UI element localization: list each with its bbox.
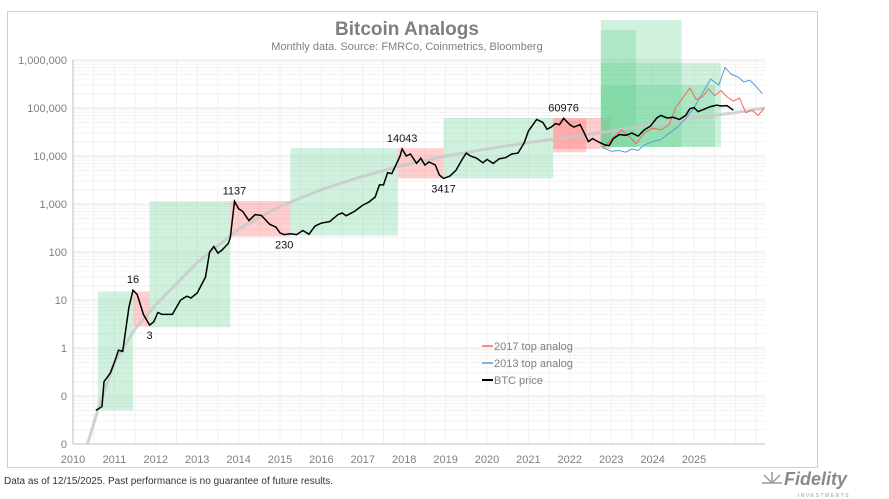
series-line-2013-top-analog [602,66,763,153]
y-tick-label: 100,000 [27,103,67,115]
chart-subtitle: Monthly data. Source: FMRCo, Coinmetrics… [271,41,542,53]
cycle-boxes [97,20,721,411]
series-lines [95,66,765,412]
annotation-label: 1137 [223,185,247,197]
annotation-label: 3417 [431,183,455,195]
y-tick-label: 10,000 [33,151,67,163]
annotations: 16 3 1137 230 14043 3417 60976 [127,102,579,342]
x-tick-label: 2019 [433,454,457,466]
legend-label: BTC price [494,375,543,387]
bull-cycle-box [600,62,721,147]
y-tick-label: 10 [55,295,67,307]
series-line-btc-price [95,104,734,412]
x-tick-label: 2020 [475,454,499,466]
x-tick-label: 2011 [103,454,127,466]
annotation-label: 16 [127,274,139,286]
legend-label: 2013 top analog [494,358,573,370]
annotation-label: 14043 [387,133,418,145]
x-tick-label: 2016 [309,454,333,466]
logo-starburst-icon [762,472,782,484]
logo-subtext: INVESTMENTS [798,493,850,499]
x-tick-label: 2018 [392,454,416,466]
x-tick-label: 2023 [599,454,623,466]
fidelity-logo: Fidelity INVESTMENTS [762,469,850,499]
footer-disclaimer: Data as of 12/15/2025. Past performance … [4,476,334,487]
x-tick-label: 2025 [682,454,706,466]
logo-wordmark: Fidelity [784,469,848,489]
annotation-label: 60976 [548,102,579,114]
legend: 2017 top analog 2013 top analog BTC price [482,341,573,387]
bull-cycle-box [290,148,398,236]
y-tick-label: 1,000,000 [18,55,67,67]
x-tick-label: 2015 [268,454,292,466]
y-tick-label: 100 [49,247,67,259]
bull-cycle-box [600,85,715,147]
x-tick-label: 2012 [144,454,168,466]
legend-label: 2017 top analog [494,341,573,353]
x-tick-label: 2022 [558,454,582,466]
series-line-2017-top-analog [602,87,765,148]
bull-cycle-box [149,201,231,328]
grid [72,59,765,445]
y-tick-label: 1 [61,343,67,355]
chart-title: Bitcoin Analogs [335,19,479,40]
trend-curve [86,106,765,445]
y-tick-label: 0 [61,439,67,451]
x-tick-label: 2017 [351,454,375,466]
chart-frame [7,11,818,468]
x-tick-label: 2013 [185,454,209,466]
trend-line [86,106,765,445]
annotation-label: 230 [275,240,293,252]
y-tick-label: 1,000 [39,199,67,211]
x-tick-label: 2021 [516,454,540,466]
x-tick-label: 2014 [226,454,250,466]
x-tick-label: 2010 [61,454,85,466]
y-tick-label: 0 [61,391,67,403]
bitcoin-analogs-chart: Bitcoin Analogs Monthly data. Source: FM… [18,19,765,466]
annotation-label: 3 [147,330,153,342]
x-tick-label: 2024 [640,454,664,466]
